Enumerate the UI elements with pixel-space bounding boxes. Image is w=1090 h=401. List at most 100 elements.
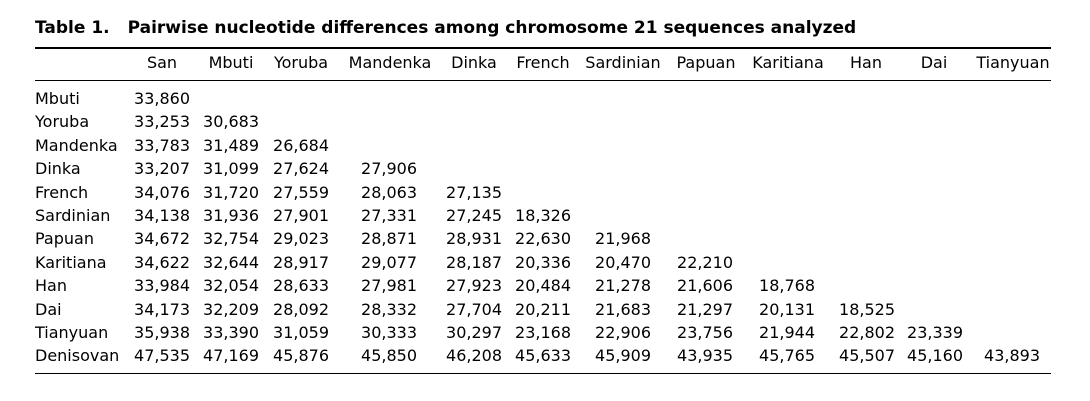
table-cell: 28,332 xyxy=(361,299,417,319)
table-cell: 30,683 xyxy=(203,112,259,132)
table-cell: 21,297 xyxy=(677,299,733,319)
table-cell: 18,326 xyxy=(515,206,571,225)
table-cell: 28,063 xyxy=(361,182,417,202)
table-cell: 35,938 xyxy=(134,323,190,342)
table-caption: Pairwise nucleotide differences among ch… xyxy=(127,18,857,38)
column-header: Tianyuan xyxy=(976,53,1050,72)
table-cell: 32,209 xyxy=(203,299,259,319)
table-cell: 22,210 xyxy=(677,252,733,272)
table-cell: 23,756 xyxy=(677,323,733,342)
table-cell: 27,559 xyxy=(273,182,329,202)
table-cell: 34,138 xyxy=(134,206,190,225)
table-cell: 32,054 xyxy=(203,276,259,296)
column-header: Mandenka xyxy=(348,53,432,72)
table-cell: 33,390 xyxy=(203,323,259,342)
table-cell: 30,333 xyxy=(361,323,417,342)
table-cell: 27,906 xyxy=(361,159,417,179)
table-cell: 21,944 xyxy=(759,323,815,342)
column-header: Sardinian xyxy=(585,53,661,72)
table-cell: 32,754 xyxy=(203,229,259,249)
table-label: Table 1. xyxy=(35,18,110,38)
column-header: Mbuti xyxy=(208,53,254,72)
table-cell: 31,059 xyxy=(273,323,329,342)
table-cell: 47,169 xyxy=(203,346,259,366)
table-cell: 34,076 xyxy=(134,182,190,202)
column-header: San xyxy=(146,53,178,72)
row-label: Tianyuan xyxy=(35,323,109,342)
table-cell: 21,278 xyxy=(595,276,651,296)
row-label: Denisovan xyxy=(35,346,120,366)
table-cell: 20,131 xyxy=(759,299,815,319)
table-cell: 22,906 xyxy=(595,323,651,342)
row-label: Dai xyxy=(35,299,62,319)
table-cell: 20,470 xyxy=(595,252,651,272)
table-cell: 28,931 xyxy=(446,229,502,249)
table-cell: 28,917 xyxy=(273,252,329,272)
table-cell: 33,207 xyxy=(134,159,190,179)
table-cell: 45,765 xyxy=(759,346,815,366)
table-cell: 21,968 xyxy=(595,229,651,249)
top-rule xyxy=(35,47,1051,49)
table-cell: 45,876 xyxy=(273,346,329,366)
table-cell: 27,923 xyxy=(446,276,502,296)
table-cell: 22,802 xyxy=(839,323,895,342)
table-cell: 46,208 xyxy=(446,346,502,366)
column-header: Han xyxy=(850,53,882,72)
column-header: Yoruba xyxy=(273,53,329,72)
table-cell: 31,099 xyxy=(203,159,259,179)
table-cell: 27,901 xyxy=(273,206,329,225)
table-cell: 33,860 xyxy=(134,89,190,108)
table-cell: 26,684 xyxy=(273,135,329,155)
table-cell: 21,683 xyxy=(595,299,651,319)
table-cell: 27,624 xyxy=(273,159,329,179)
row-label: Karitiana xyxy=(35,252,107,272)
table-cell: 27,331 xyxy=(361,206,417,225)
table-cell: 47,535 xyxy=(134,346,190,366)
column-header: Papuan xyxy=(676,53,736,72)
column-header: Karitiana xyxy=(752,53,824,72)
table-cell: 45,850 xyxy=(361,346,417,366)
table-cell: 45,909 xyxy=(595,346,651,366)
table-cell: 27,135 xyxy=(446,182,502,202)
table-cell: 27,245 xyxy=(446,206,502,225)
table-cell: 23,339 xyxy=(907,323,963,342)
table-cell: 30,297 xyxy=(446,323,502,342)
header-rule xyxy=(35,80,1051,81)
row-label: Papuan xyxy=(35,229,94,249)
column-header: Dai xyxy=(920,53,948,72)
table-cell: 43,893 xyxy=(984,346,1040,366)
row-label: Dinka xyxy=(35,159,81,179)
table-cell: 34,672 xyxy=(134,229,190,249)
row-label: French xyxy=(35,182,89,202)
table-cell: 18,525 xyxy=(839,299,895,319)
table-cell: 28,187 xyxy=(446,252,502,272)
table-cell: 20,211 xyxy=(515,299,571,319)
table-cell: 31,489 xyxy=(203,135,259,155)
table-cell: 45,633 xyxy=(515,346,571,366)
table-cell: 33,253 xyxy=(134,112,190,132)
column-header: French xyxy=(516,53,570,72)
table-cell: 34,622 xyxy=(134,252,190,272)
table-cell: 20,336 xyxy=(515,252,571,272)
row-label: Yoruba xyxy=(35,112,90,132)
column-header: Dinka xyxy=(451,53,497,72)
table-cell: 45,507 xyxy=(839,346,895,366)
table-cell: 43,935 xyxy=(677,346,733,366)
row-label: Sardinian xyxy=(35,206,111,225)
table-cell: 21,606 xyxy=(677,276,733,296)
table-cell: 20,484 xyxy=(515,276,571,296)
table-cell: 18,768 xyxy=(759,276,815,296)
table-cell: 34,173 xyxy=(134,299,190,319)
table-cell: 23,168 xyxy=(515,323,571,342)
table-cell: 28,092 xyxy=(273,299,329,319)
table-cell: 33,984 xyxy=(134,276,190,296)
table-cell: 31,936 xyxy=(203,206,259,225)
table-cell: 27,981 xyxy=(361,276,417,296)
table-title: Table 1. Pairwise nucleotide differences … xyxy=(35,18,856,38)
table-cell: 28,871 xyxy=(361,229,417,249)
table-cell: 29,077 xyxy=(361,252,417,272)
table-cell: 32,644 xyxy=(203,252,259,272)
table-cell: 27,704 xyxy=(446,299,502,319)
row-label: Mandenka xyxy=(35,135,118,155)
row-label: Han xyxy=(35,276,67,296)
